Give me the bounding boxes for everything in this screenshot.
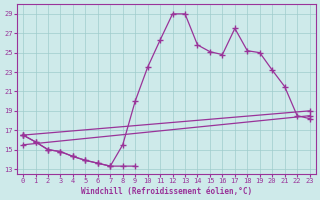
X-axis label: Windchill (Refroidissement éolien,°C): Windchill (Refroidissement éolien,°C) — [81, 187, 252, 196]
